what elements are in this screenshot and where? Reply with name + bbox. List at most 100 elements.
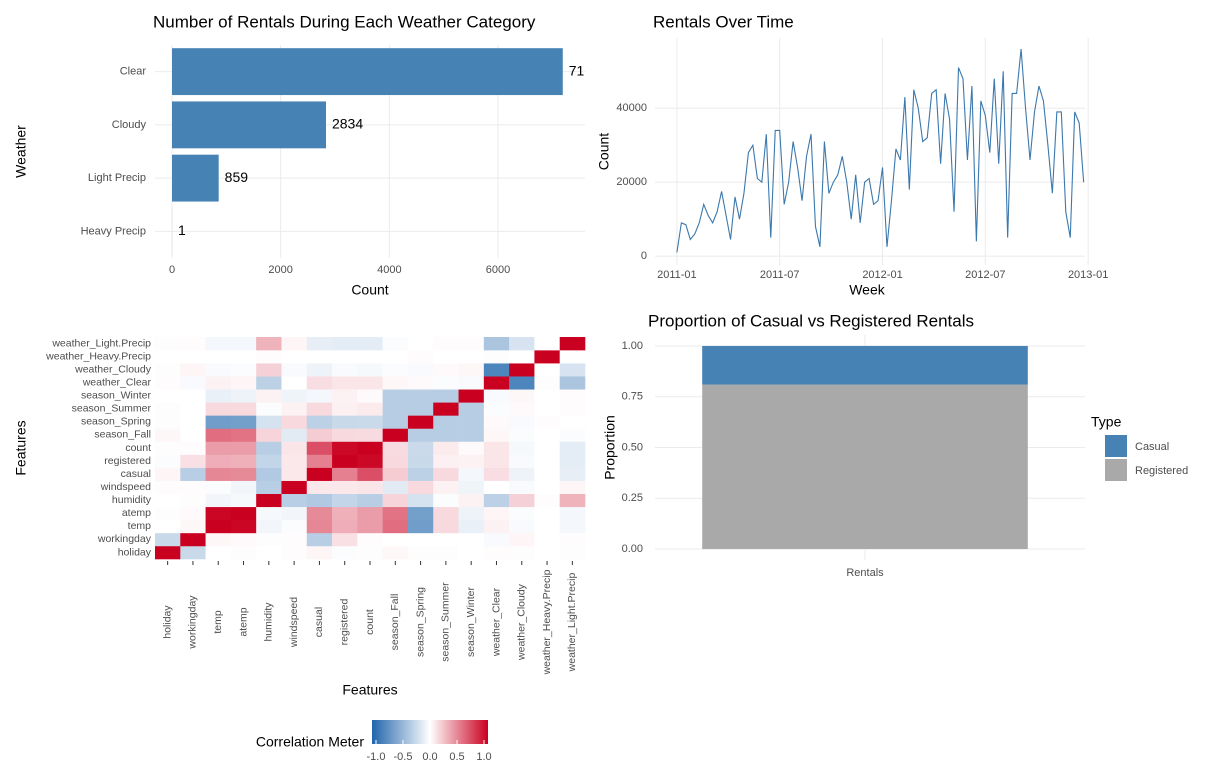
heatmap-cell	[357, 519, 383, 534]
heatmap-cell	[534, 480, 561, 495]
heatmap-cell	[332, 428, 358, 442]
heatmap-cell	[281, 545, 308, 560]
heatmap-cell	[382, 454, 409, 468]
heatmap-cell	[281, 415, 308, 429]
heatmap-cell	[382, 402, 409, 416]
heatmap-cell	[306, 519, 333, 534]
heatmap-cell	[256, 337, 282, 351]
heatmap-cell	[357, 506, 383, 521]
y-tick-label: Light Precip	[88, 172, 146, 184]
heatmap-cell	[509, 389, 535, 403]
heatmap-cell	[155, 363, 181, 377]
heatmap-cell	[458, 428, 485, 442]
heatmap-cell	[281, 506, 308, 521]
heatmap-cell	[357, 545, 383, 560]
x-axis-title: Features	[342, 682, 397, 698]
heatmap-cell	[509, 363, 535, 377]
y-tick-label: 0	[641, 250, 647, 262]
heatmap-cell	[205, 519, 232, 534]
heatmap-cell	[559, 337, 586, 351]
heatmap-cell	[534, 545, 561, 560]
x-tick-label: holiday	[161, 605, 173, 639]
bar-segment	[702, 345, 1028, 385]
y-tick-label: season_Summer	[72, 403, 152, 415]
heatmap-cell	[256, 350, 282, 364]
heatmap-cell	[382, 480, 409, 495]
heatmap-cell	[230, 363, 257, 377]
heatmap-cell	[559, 519, 586, 534]
heatmap-cell	[458, 545, 485, 560]
heatmap-cell	[483, 480, 510, 495]
heatmap-cell	[256, 467, 282, 481]
legend-swatch	[1105, 435, 1127, 457]
y-tick-label: weather_Clear	[82, 376, 152, 388]
heatmap-cell	[382, 493, 409, 508]
heatmap-cell	[180, 519, 206, 534]
heatmap-cell	[407, 363, 434, 377]
heatmap-cell	[458, 506, 485, 521]
heatmap-cell	[281, 480, 308, 495]
heatmap-cell	[281, 467, 308, 481]
chart-title: Proportion of Casual vs Registered Renta…	[648, 311, 974, 330]
x-tick-label: 2012-01	[862, 269, 902, 281]
heatmap-cell	[155, 532, 181, 547]
heatmap-cell	[458, 493, 485, 508]
heatmap-cell	[205, 506, 232, 521]
heatmap-cell	[559, 441, 586, 455]
heatmap-cell	[509, 454, 535, 468]
heatmap-cell	[559, 350, 586, 364]
heatmap-cell	[256, 415, 282, 429]
heatmap-cell	[433, 415, 459, 429]
heatmap-cell	[382, 467, 409, 481]
heatmap-cell	[382, 363, 409, 377]
heatmap-cell	[407, 545, 434, 560]
heatmap-cell	[559, 506, 586, 521]
heatmap-cell	[382, 519, 409, 534]
y-tick-label: 20000	[616, 176, 647, 188]
heatmap-cell	[332, 493, 358, 508]
heatmap-cell	[332, 532, 358, 547]
heatmap-cell	[483, 467, 510, 481]
heatmap-cell	[534, 441, 561, 455]
heatmap-cell	[433, 506, 459, 521]
heatmap-cell	[433, 519, 459, 534]
x-tick-label: season_Winter	[465, 586, 477, 657]
heatmap-cell	[483, 441, 510, 455]
heatmap-cell	[458, 350, 485, 364]
heatmap-cell	[256, 519, 282, 534]
heatmap-cell	[483, 428, 510, 442]
y-tick-label: 0.50	[622, 441, 643, 453]
legend-title: Correlation Meter	[256, 734, 364, 750]
heatmap-cell	[306, 363, 333, 377]
x-tick-label: season_Summer	[440, 582, 452, 662]
heatmap-cell	[382, 337, 409, 351]
heatmap-cell	[534, 467, 561, 481]
heatmap-cell	[155, 337, 181, 351]
x-tick-label: atemp	[237, 607, 249, 636]
heatmap-cell	[230, 454, 257, 468]
chart-title: Rentals Over Time	[653, 12, 794, 31]
heatmap-cell	[230, 402, 257, 416]
heatmap-cell	[382, 532, 409, 547]
heatmap-cell	[180, 441, 206, 455]
heatmap-cell	[407, 415, 434, 429]
heatmap-cell	[357, 402, 383, 416]
heatmap-cell	[306, 337, 333, 351]
heatmap-cell	[433, 545, 459, 560]
heatmap-cell	[433, 441, 459, 455]
heatmap-cell	[407, 467, 434, 481]
heatmap-cell	[281, 454, 308, 468]
heatmap-cell	[256, 493, 282, 508]
heatmap-cell	[281, 428, 308, 442]
heatmap-cell	[509, 467, 535, 481]
heatmap-cell	[357, 415, 383, 429]
heatmap-cell	[180, 467, 206, 481]
bar	[172, 154, 219, 202]
heatmap-cell	[433, 363, 459, 377]
heatmap-cell	[332, 519, 358, 534]
heatmap-cell	[155, 376, 181, 390]
heatmap-cell	[483, 532, 510, 547]
heatmap-cell	[534, 363, 561, 377]
heatmap-cell	[306, 350, 333, 364]
heatmap-cell	[180, 415, 206, 429]
